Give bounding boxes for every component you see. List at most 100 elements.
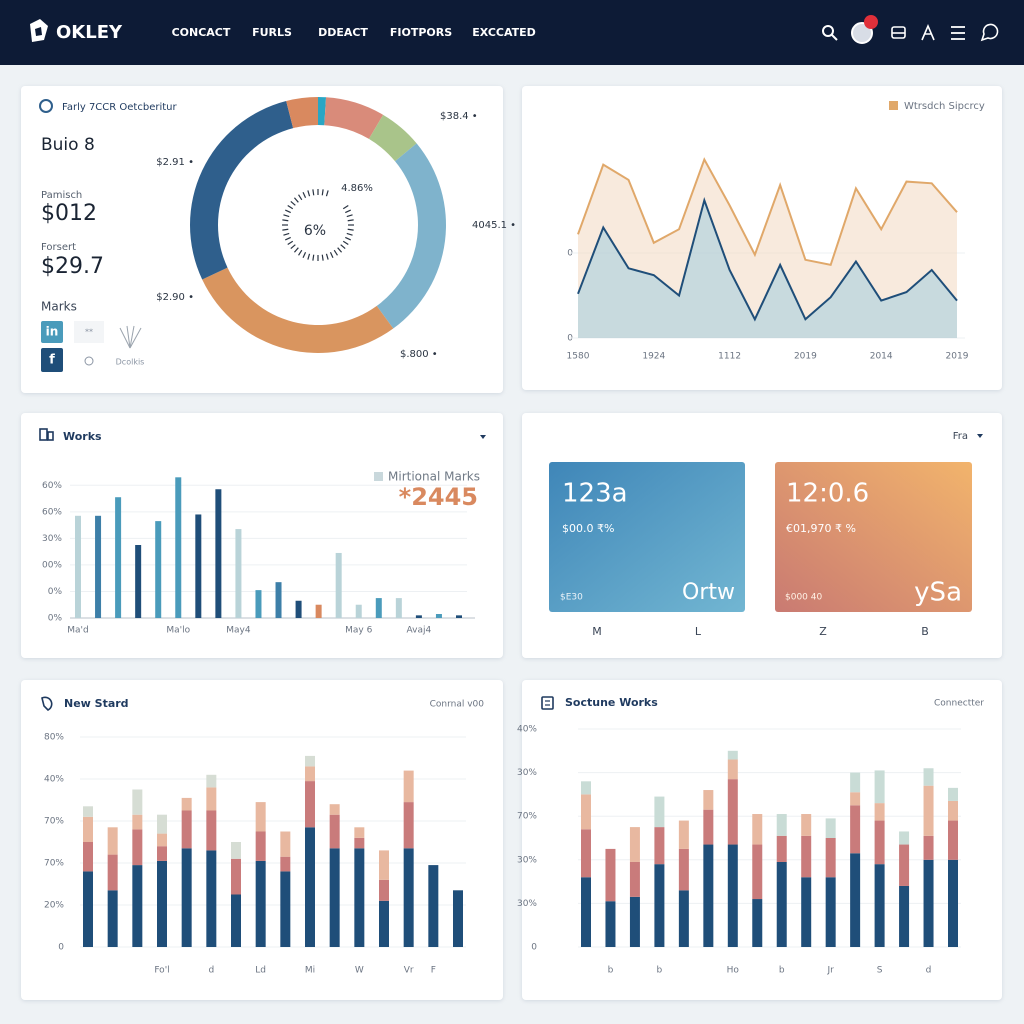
share-icon[interactable]: [921, 23, 935, 41]
bar-segment: [923, 859, 934, 947]
metric-label: Forsert: [41, 242, 76, 253]
bar-segment: [280, 831, 291, 857]
nav-item[interactable]: CONCACT: [172, 26, 231, 39]
bar-segment: [874, 864, 885, 947]
bar-segment: [850, 805, 861, 854]
metric-value: $29.7: [41, 254, 104, 279]
donut-segment: [318, 97, 327, 126]
bar: [155, 521, 162, 618]
bar-segment: [403, 770, 414, 803]
logo[interactable]: OKLEY: [56, 22, 123, 43]
x-tick-label: 2019: [794, 352, 817, 362]
gauge-tick: [282, 219, 289, 222]
gauge-tick: [307, 190, 311, 197]
bar-segment: [678, 890, 689, 947]
chat-icon[interactable]: [980, 23, 999, 42]
gauge-tick: [321, 254, 324, 261]
bar-segment: [629, 827, 640, 862]
bar-segment: [83, 806, 93, 817]
x-tick-label: F: [431, 966, 436, 976]
gauge-tick: [298, 194, 303, 201]
social-slot[interactable]: [74, 321, 104, 343]
bar-segment: [948, 800, 958, 821]
y-tick-label: 30%: [517, 899, 537, 909]
x-tick-label: Avaj4: [407, 626, 432, 636]
bar-segment: [874, 770, 885, 804]
gauge-tick: [302, 192, 307, 198]
gauge-tick: [312, 254, 315, 261]
bar-segment: [850, 792, 861, 806]
bar-segment: [752, 899, 763, 947]
bar: [315, 604, 322, 618]
gauge-tick: [346, 214, 353, 218]
y-tick-label: 30%: [517, 768, 537, 778]
bar-segment: [776, 835, 787, 862]
x-tick-label: b: [657, 966, 663, 976]
nav-item[interactable]: EXCCATED: [472, 26, 536, 39]
gauge-tick: [290, 244, 296, 250]
bar-segment: [605, 901, 616, 947]
bar-segment: [83, 842, 93, 872]
nav-item[interactable]: FIOTPORS: [390, 26, 452, 39]
x-tick-label: Ma'd: [67, 626, 88, 636]
gauge-tick: [340, 244, 346, 250]
annotation: $.800 •: [400, 349, 438, 360]
bar-segment: [231, 858, 241, 895]
bar-segment: [581, 877, 591, 947]
y-tick-label: 30%: [42, 534, 62, 544]
dropdown-arrow[interactable]: [480, 435, 486, 439]
bar-segment: [329, 848, 340, 947]
bar-segment: [825, 818, 836, 838]
dropdown-arrow[interactable]: [977, 434, 983, 438]
gauge-tick: [307, 253, 311, 260]
kpi-foot: $E30: [560, 593, 583, 603]
bar-segment: [752, 844, 763, 900]
legend-swatch: [889, 101, 898, 110]
search-icon[interactable]: [822, 25, 838, 41]
bar-segment: [107, 827, 118, 855]
bar-segment: [132, 829, 143, 866]
bar-segment: [727, 844, 738, 947]
bar-segment: [948, 820, 958, 860]
bar-segment: [206, 787, 217, 811]
bar-segment: [752, 814, 763, 845]
menu-icon[interactable]: [951, 26, 965, 40]
x-tick-label: 2014: [870, 352, 893, 362]
donut-segment: [324, 97, 384, 139]
bar-segment: [899, 844, 910, 886]
kpi-card[interactable]: [775, 462, 972, 612]
x-tick-label: 1112: [718, 352, 741, 362]
logo-icon-inner: [35, 27, 42, 36]
x-tick-label: Mi: [305, 966, 315, 976]
social-button[interactable]: [41, 321, 63, 343]
bar-segment: [83, 871, 93, 947]
social-button[interactable]: [41, 348, 63, 372]
inbox-icon[interactable]: [891, 26, 906, 39]
social-note: **: [85, 328, 93, 337]
gauge-tick: [293, 197, 299, 203]
bar: [375, 598, 382, 618]
bar-segment: [923, 835, 934, 860]
panel-title: New Stard: [64, 697, 129, 710]
avatar[interactable]: [851, 22, 873, 44]
nav-item[interactable]: DDEACT: [318, 26, 368, 39]
area-fill: [578, 200, 957, 338]
bar-segment: [255, 831, 266, 861]
bar-segment: [776, 861, 787, 947]
bar-segment: [206, 774, 217, 788]
line: [577, 196, 958, 322]
bar-segment: [605, 848, 616, 902]
x-tick-label: W: [355, 966, 364, 976]
y-tick-label: 60%: [42, 507, 62, 517]
nav-item[interactable]: FURLS: [252, 26, 292, 39]
gauge-tick: [287, 240, 294, 245]
panel-title: Works: [63, 430, 102, 443]
panel-icon: [39, 428, 48, 441]
y-tick-label: 70%: [44, 817, 64, 827]
notification-badge: [864, 15, 878, 29]
x-tick-label: May 6: [345, 626, 372, 636]
x-tick-label: d: [208, 966, 214, 976]
donut-segment: [202, 267, 394, 353]
filter-label[interactable]: Fra: [953, 431, 968, 442]
kpi-card[interactable]: [549, 462, 745, 612]
